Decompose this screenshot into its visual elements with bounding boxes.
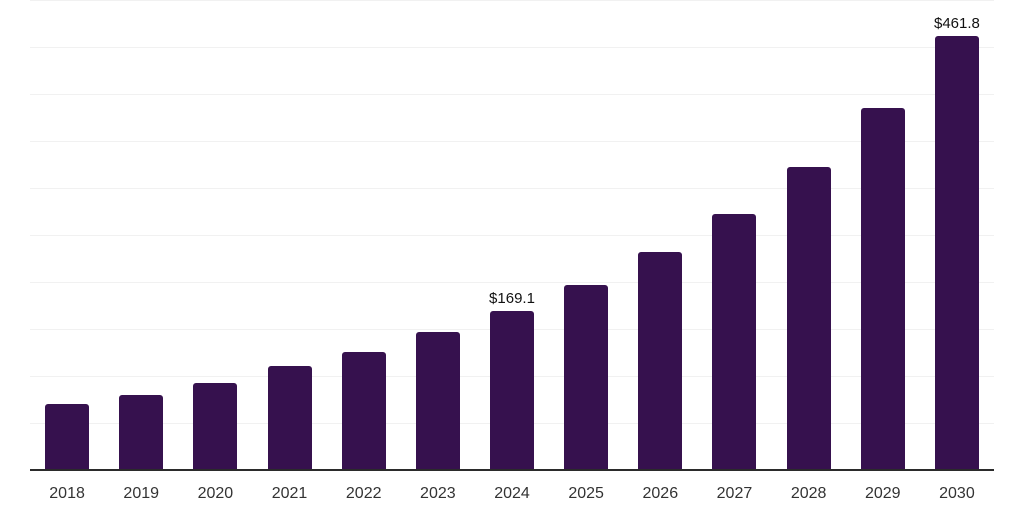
x-axis-label: 2027 xyxy=(716,485,753,502)
x-axis-label: 2018 xyxy=(49,485,85,502)
bar-2029[interactable] xyxy=(860,107,905,470)
bar-2018[interactable] xyxy=(45,403,90,470)
x-axis-label: 2028 xyxy=(790,485,827,502)
bar-2020[interactable] xyxy=(193,383,238,470)
x-axis-label: 2025 xyxy=(568,485,604,502)
bar-2030[interactable] xyxy=(934,36,979,470)
bar-2026[interactable] xyxy=(638,252,683,470)
x-axis-line xyxy=(30,469,994,471)
x-axis-label: 2026 xyxy=(642,485,679,502)
x-axis-label: 2022 xyxy=(345,485,382,502)
bar-2028[interactable] xyxy=(786,166,831,470)
bar-2025[interactable] xyxy=(564,284,609,470)
gridline xyxy=(30,0,994,2)
x-axis-label: 2030 xyxy=(939,485,975,502)
gridline xyxy=(30,93,994,95)
x-axis-label: 2020 xyxy=(197,485,234,502)
x-axis-label: 2024 xyxy=(494,485,530,502)
bar-value-label: $169.1 xyxy=(489,289,535,307)
bar-2021[interactable] xyxy=(267,366,312,470)
bar-value-label: $461.8 xyxy=(933,14,980,32)
gridline xyxy=(30,187,994,189)
bar-2022[interactable] xyxy=(341,351,386,470)
gridline xyxy=(30,234,994,236)
plot-area: $169.1 $461.8 xyxy=(30,0,994,472)
x-axis-label: 2019 xyxy=(123,485,160,502)
x-axis-label: 2021 xyxy=(271,485,308,502)
gridline xyxy=(30,281,994,283)
bar-2027[interactable] xyxy=(712,213,757,470)
bar-2024[interactable] xyxy=(490,311,534,470)
gridline xyxy=(30,47,994,49)
bar-2019[interactable] xyxy=(119,395,164,470)
x-axis-label: 2023 xyxy=(420,485,456,502)
x-axis-labels: 2018 2019 2020 2021 2022 2023 2024 2025 2026 2027… xyxy=(30,485,994,507)
x-axis-label: 2029 xyxy=(864,485,901,502)
bar-2023[interactable] xyxy=(415,331,460,470)
gridline xyxy=(30,140,994,142)
